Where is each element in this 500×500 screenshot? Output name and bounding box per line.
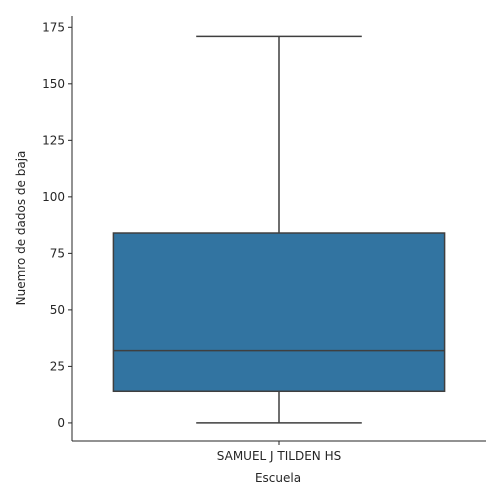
y-tick-label: 125 — [42, 133, 65, 147]
y-tick-label: 175 — [42, 20, 65, 34]
y-tick-label: 75 — [50, 246, 65, 260]
y-tick-label: 50 — [50, 303, 65, 317]
y-axis-label: Nuemro de dados de baja — [14, 151, 28, 306]
iqr-box — [113, 233, 444, 391]
x-axis-label: Escuela — [255, 471, 301, 485]
y-tick-label: 150 — [42, 77, 65, 91]
y-tick-label: 0 — [57, 416, 65, 430]
x-tick-label: SAMUEL J TILDEN HS — [217, 449, 341, 463]
y-tick-label: 25 — [50, 359, 65, 373]
plot-area — [113, 36, 444, 423]
y-tick-label: 100 — [42, 190, 65, 204]
y-axis: 0 25 50 75 100 125 150 175 — [42, 16, 72, 441]
x-axis: SAMUEL J TILDEN HS — [72, 441, 486, 463]
